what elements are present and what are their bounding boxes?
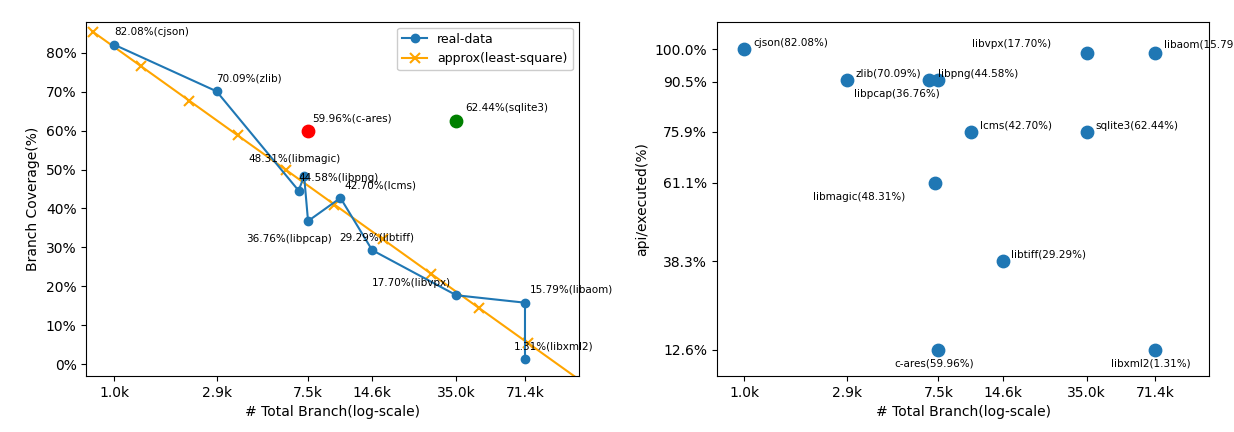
approx(least-square) [242,141,257,146]
real-data [517,356,532,362]
Text: 48.31%(libmagic): 48.31%(libmagic) [249,155,341,165]
Text: c-ares(59.96%): c-ares(59.96%) [895,359,974,369]
X-axis label: # Total Branch(log-scale): # Total Branch(log-scale) [246,405,420,419]
Point [299,127,318,134]
Text: 29.29%(libtiff): 29.29%(libtiff) [339,232,413,242]
Text: libxml2(1.31%): libxml2(1.31%) [1111,359,1191,369]
approx(least-square) [85,29,100,34]
Text: libpcap(36.76%): libpcap(36.76%) [854,89,940,99]
Point [837,76,856,83]
real-data [210,89,225,94]
Point [992,258,1012,265]
Point [929,346,949,353]
Text: libmagic(48.31%): libmagic(48.31%) [813,192,905,202]
approx(least-square) [568,374,582,379]
X-axis label: # Total Branch(log-scale): # Total Branch(log-scale) [876,405,1050,419]
approx(least-square) [276,165,291,171]
Line: approx(least-square): approx(least-square) [88,27,580,381]
Text: 70.09%(zlib): 70.09%(zlib) [217,73,283,83]
real-data [333,195,348,200]
Point [1145,49,1165,56]
Text: sqlite3(62.44%): sqlite3(62.44%) [1096,121,1178,130]
Text: 42.70%(lcms): 42.70%(lcms) [344,180,417,190]
approx(least-square) [436,280,450,285]
real-data [449,292,464,298]
Text: 36.76%(libpcap): 36.76%(libpcap) [246,235,332,245]
Point [1077,129,1097,136]
Point [961,129,981,136]
Point [447,118,466,124]
Point [919,76,939,83]
approx(least-square) [433,278,448,283]
Text: 1.31%(libxml2): 1.31%(libxml2) [513,341,594,351]
real-data [301,219,316,224]
Legend: real-data, approx(least-square): real-data, approx(least-square) [397,28,573,70]
real-data [365,248,380,253]
Text: lcms(42.70%): lcms(42.70%) [980,121,1051,130]
Text: 62.44%(sqlite3): 62.44%(sqlite3) [465,103,548,113]
Point [1145,346,1165,353]
Text: zlib(70.09%): zlib(70.09%) [856,69,922,79]
real-data [291,188,306,193]
Line: real-data: real-data [110,41,529,363]
Text: 59.96%(c-ares): 59.96%(c-ares) [312,113,392,123]
Text: libvpx(17.70%): libvpx(17.70%) [971,39,1050,49]
approx(least-square) [143,70,158,76]
Text: libtiff(29.29%): libtiff(29.29%) [1012,250,1086,260]
Text: 44.58%(libpng): 44.58%(libpng) [299,173,379,183]
Point [1077,49,1097,56]
Y-axis label: Branch Coverage(%): Branch Coverage(%) [26,127,41,271]
real-data [517,300,532,305]
real-data [296,174,311,179]
Text: 17.70%(libvpx): 17.70%(libvpx) [373,277,452,288]
Text: 82.08%(cjson): 82.08%(cjson) [114,27,189,37]
Text: libpng(44.58%): libpng(44.58%) [938,69,1018,79]
Point [929,76,949,83]
Y-axis label: api/executed(%): api/executed(%) [636,142,649,256]
Point [924,179,944,186]
real-data [106,42,121,47]
Point [734,46,754,53]
Text: libaom(15.79%): libaom(15.79%) [1164,39,1234,49]
Text: cjson(82.08%): cjson(82.08%) [754,38,828,48]
Text: 15.79%(libaom): 15.79%(libaom) [529,285,612,295]
approx(least-square) [389,246,404,251]
